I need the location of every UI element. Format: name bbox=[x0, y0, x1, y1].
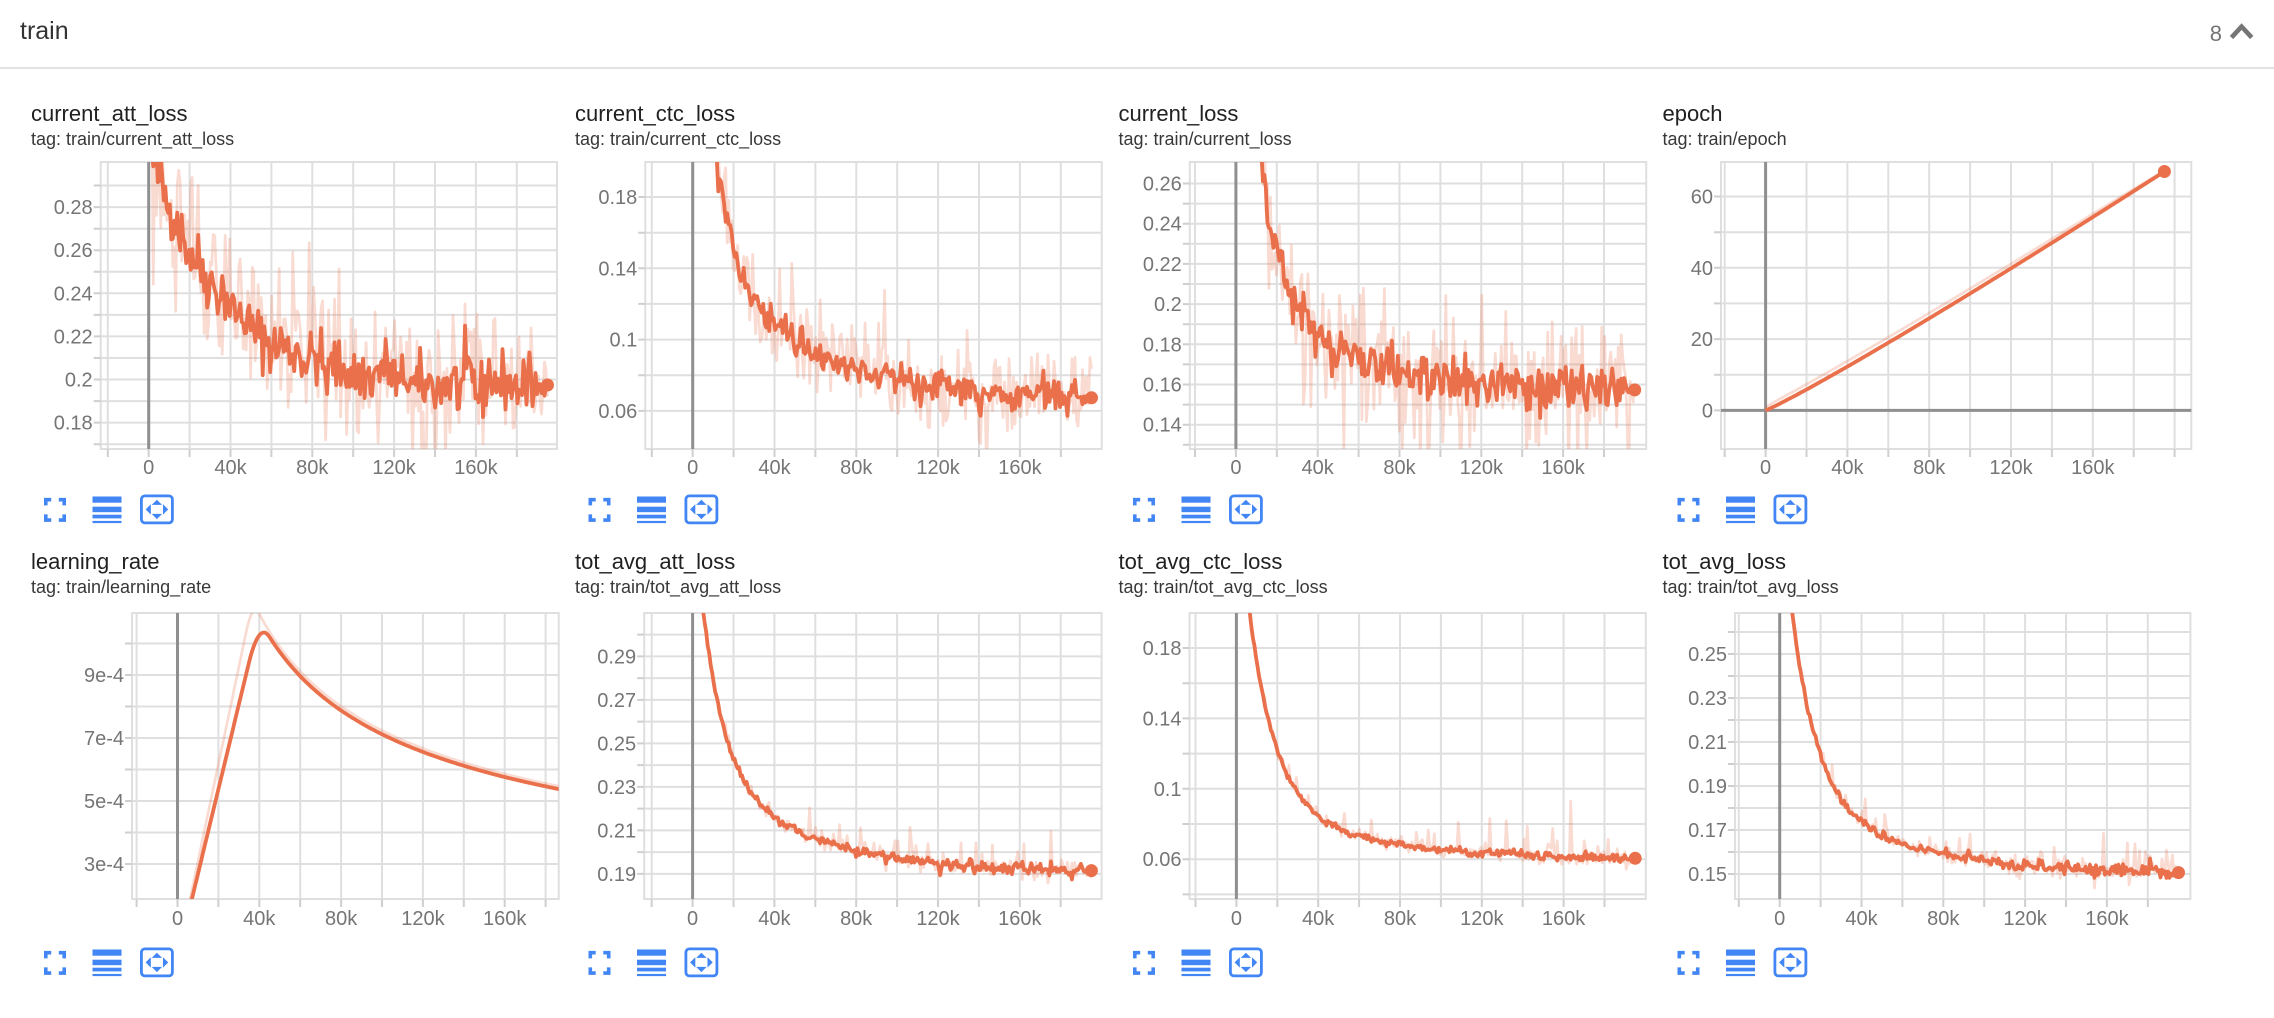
svg-text:80k: 80k bbox=[1384, 908, 1417, 930]
svg-text:0.06: 0.06 bbox=[598, 401, 637, 423]
svg-text:0.2: 0.2 bbox=[65, 370, 93, 392]
svg-text:160k: 160k bbox=[1541, 457, 1585, 479]
svg-text:40k: 40k bbox=[214, 457, 247, 479]
svg-text:80k: 80k bbox=[1913, 457, 1946, 479]
svg-text:0.19: 0.19 bbox=[1688, 776, 1727, 798]
svg-text:0.26: 0.26 bbox=[54, 240, 93, 262]
svg-text:160k: 160k bbox=[998, 908, 1042, 930]
svg-text:0.18: 0.18 bbox=[598, 187, 637, 209]
svg-text:40k: 40k bbox=[1302, 908, 1335, 930]
svg-text:0.29: 0.29 bbox=[597, 646, 636, 668]
svg-text:0.14: 0.14 bbox=[598, 258, 637, 280]
svg-text:0.21: 0.21 bbox=[1688, 732, 1727, 754]
svg-text:40k: 40k bbox=[1302, 457, 1335, 479]
svg-text:0.21: 0.21 bbox=[597, 820, 636, 842]
svg-text:120k: 120k bbox=[1460, 457, 1504, 479]
svg-text:120k: 120k bbox=[372, 457, 416, 479]
svg-text:120k: 120k bbox=[916, 908, 960, 930]
svg-text:0: 0 bbox=[1774, 908, 1785, 930]
svg-text:7e-4: 7e-4 bbox=[84, 728, 124, 750]
svg-text:9e-4: 9e-4 bbox=[84, 665, 124, 687]
svg-text:0.27: 0.27 bbox=[597, 690, 636, 712]
svg-text:0.14: 0.14 bbox=[1143, 708, 1182, 730]
svg-text:160k: 160k bbox=[998, 457, 1042, 479]
svg-text:0.1: 0.1 bbox=[609, 330, 637, 352]
svg-text:160k: 160k bbox=[2071, 457, 2115, 479]
svg-text:0.25: 0.25 bbox=[597, 733, 636, 755]
svg-text:0.25: 0.25 bbox=[1688, 644, 1727, 666]
svg-text:80k: 80k bbox=[296, 457, 329, 479]
svg-text:0.18: 0.18 bbox=[1143, 334, 1182, 356]
svg-text:40k: 40k bbox=[1845, 908, 1878, 930]
svg-text:0.18: 0.18 bbox=[54, 413, 93, 435]
svg-text:0.19: 0.19 bbox=[597, 864, 636, 886]
svg-text:160k: 160k bbox=[1542, 908, 1586, 930]
svg-text:0: 0 bbox=[1231, 908, 1242, 930]
svg-text:0: 0 bbox=[172, 908, 183, 930]
svg-text:160k: 160k bbox=[2085, 908, 2129, 930]
svg-text:0.18: 0.18 bbox=[1143, 638, 1182, 660]
svg-text:0: 0 bbox=[1230, 457, 1241, 479]
svg-text:3e-4: 3e-4 bbox=[84, 854, 124, 876]
svg-text:0: 0 bbox=[1760, 457, 1771, 479]
svg-text:0.23: 0.23 bbox=[597, 777, 636, 799]
svg-text:120k: 120k bbox=[1989, 457, 2033, 479]
svg-text:0.28: 0.28 bbox=[54, 197, 93, 219]
svg-text:160k: 160k bbox=[483, 908, 527, 930]
svg-text:40k: 40k bbox=[1831, 457, 1864, 479]
svg-text:60: 60 bbox=[1691, 187, 1713, 209]
svg-text:120k: 120k bbox=[916, 457, 960, 479]
svg-text:0.24: 0.24 bbox=[1143, 214, 1182, 236]
svg-text:0.22: 0.22 bbox=[54, 326, 93, 348]
svg-text:0: 0 bbox=[687, 908, 698, 930]
svg-text:40k: 40k bbox=[758, 908, 791, 930]
svg-text:20: 20 bbox=[1691, 329, 1713, 351]
svg-text:80k: 80k bbox=[1927, 908, 1960, 930]
svg-text:0.2: 0.2 bbox=[1154, 294, 1182, 316]
svg-text:0: 0 bbox=[1702, 400, 1713, 422]
svg-text:40k: 40k bbox=[243, 908, 276, 930]
svg-text:40k: 40k bbox=[758, 457, 791, 479]
svg-text:120k: 120k bbox=[401, 908, 445, 930]
svg-text:160k: 160k bbox=[454, 457, 498, 479]
svg-text:0.1: 0.1 bbox=[1154, 779, 1182, 801]
svg-text:80k: 80k bbox=[1383, 457, 1416, 479]
svg-text:120k: 120k bbox=[2003, 908, 2047, 930]
svg-text:0.22: 0.22 bbox=[1143, 254, 1182, 276]
svg-text:0: 0 bbox=[143, 457, 154, 479]
svg-text:0.26: 0.26 bbox=[1143, 174, 1182, 196]
svg-text:5e-4: 5e-4 bbox=[84, 791, 124, 813]
svg-text:0.06: 0.06 bbox=[1143, 849, 1182, 871]
svg-text:0.23: 0.23 bbox=[1688, 688, 1727, 710]
svg-text:80k: 80k bbox=[325, 908, 358, 930]
svg-text:40: 40 bbox=[1691, 258, 1713, 280]
svg-text:0.24: 0.24 bbox=[54, 283, 93, 305]
svg-text:80k: 80k bbox=[840, 908, 873, 930]
svg-text:0.17: 0.17 bbox=[1688, 820, 1727, 842]
svg-text:0.14: 0.14 bbox=[1143, 415, 1182, 437]
svg-text:0: 0 bbox=[687, 457, 698, 479]
svg-text:0.16: 0.16 bbox=[1143, 375, 1182, 397]
svg-text:80k: 80k bbox=[840, 457, 873, 479]
svg-text:0.15: 0.15 bbox=[1688, 864, 1727, 886]
svg-text:120k: 120k bbox=[1460, 908, 1504, 930]
